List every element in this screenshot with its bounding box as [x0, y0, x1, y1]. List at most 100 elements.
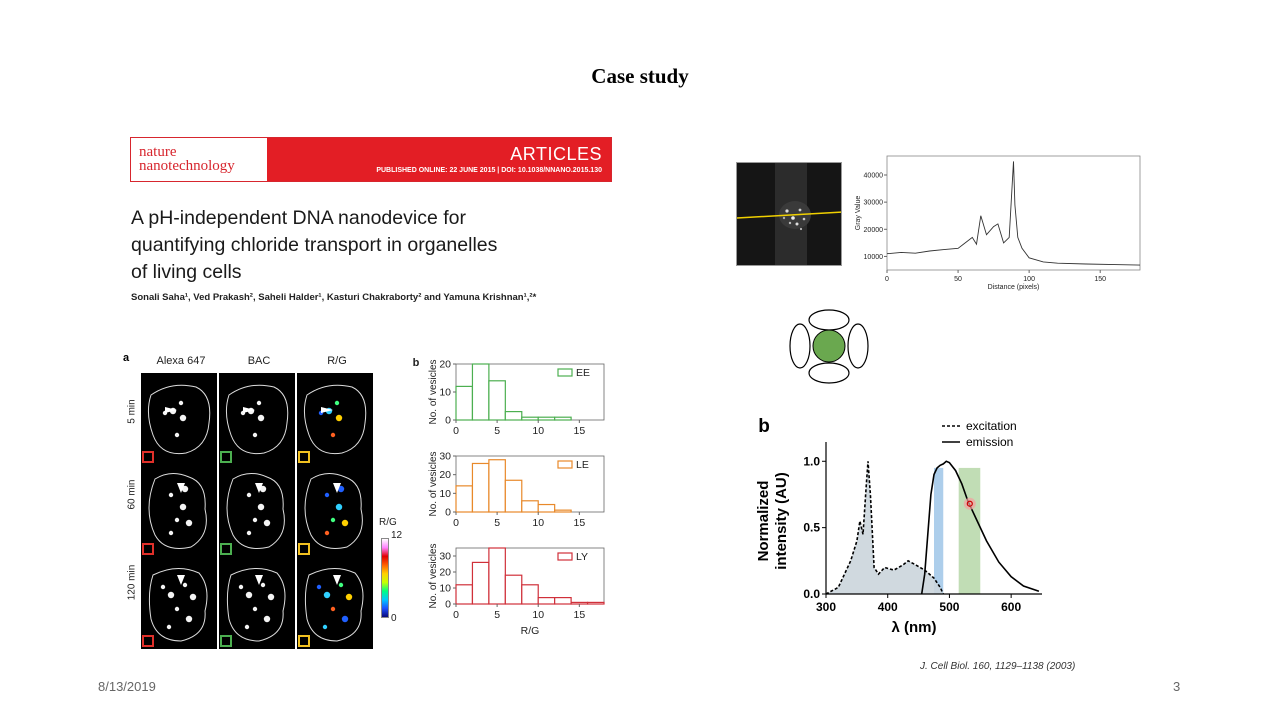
- vesicle-spot: [181, 485, 189, 493]
- x-tick-label: 400: [878, 600, 898, 614]
- vesicle-spot: [324, 530, 330, 536]
- row-header: 120 min: [126, 564, 138, 601]
- cell-outline: [148, 568, 208, 642]
- publication-info: PUBLISHED ONLINE: 22 JUNE 2015 | DOI: 10…: [376, 167, 602, 174]
- histogram-bar: [455, 584, 474, 605]
- micrograph-svg: [147, 384, 211, 455]
- vesicle-spot: [185, 519, 193, 527]
- vesicle-spot: [179, 503, 187, 511]
- x-tick-label: 5: [494, 425, 500, 437]
- y-axis-label: No. of vesicles: [428, 451, 439, 516]
- micrograph-svg: [304, 473, 363, 549]
- y-tick-label: 0.0: [803, 587, 820, 601]
- vesicle-spot: [160, 584, 166, 590]
- histogram-bar: [471, 363, 490, 421]
- histogram-bar: [504, 410, 523, 421]
- center-circle: [812, 329, 846, 363]
- y-tick-label: 20: [439, 567, 451, 579]
- histogram-bar: [455, 385, 474, 421]
- micrograph-cell: [141, 465, 217, 557]
- y-tick-label: 0.5: [803, 521, 820, 535]
- figure-b-histograms: 0 10 20 0 5 10 15 No. of vesicles EE 0 10 20 30 0 5 10 1…: [410, 352, 610, 652]
- zoom-inset: [298, 543, 310, 555]
- micrograph-cell: [297, 465, 373, 557]
- colorbar: [381, 538, 389, 618]
- histogram-bar: [521, 584, 539, 605]
- y-tick-label: 20: [439, 469, 451, 481]
- arrowhead-marker: [165, 407, 177, 413]
- zoom-inset: [142, 451, 154, 463]
- legend-swatch: [557, 368, 573, 377]
- micrograph-cell: [219, 465, 295, 557]
- column-header: Alexa 647: [156, 355, 206, 367]
- vesicle-spot: [338, 582, 344, 588]
- slide-title: Case study: [591, 64, 689, 88]
- left-lobe: [789, 323, 811, 369]
- vesicle-spot: [174, 432, 180, 438]
- micrograph-svg: [148, 473, 207, 549]
- histogram-bar: [554, 597, 572, 605]
- vesicle-spot: [168, 492, 174, 498]
- histogram-bar: [570, 601, 589, 605]
- histogram-bar: [504, 574, 523, 605]
- legend-swatch: [557, 552, 573, 561]
- vesicle-spot: [341, 519, 349, 527]
- legend-label: EE: [576, 367, 590, 379]
- vesicle-spot: [330, 432, 336, 438]
- x-tick-label: 15: [573, 609, 585, 621]
- histogram-panel: 0 10 20 30 0 5 10 15 No. of vesicles LY R/G: [428, 543, 605, 637]
- x-tick-label: 10: [532, 425, 544, 437]
- zoom-inset: [142, 543, 154, 555]
- journal-name-line2: nanotechnology: [139, 158, 235, 174]
- vesicle-spot: [238, 584, 244, 590]
- histogram-bar: [537, 597, 556, 605]
- y-tick-label: 30: [439, 451, 451, 463]
- zoom-inset: [220, 451, 232, 463]
- schematic-diagram: [788, 306, 870, 386]
- paper-title-line: quantifying chloride transport in organe…: [131, 234, 498, 256]
- histogram-panel: 0 10 20 0 5 10 15 No. of vesicles EE: [428, 359, 605, 437]
- vesicle-spot: [345, 593, 353, 601]
- cell-outline: [304, 473, 363, 549]
- micrograph-svg: [304, 568, 364, 642]
- emission-curve: [920, 460, 1040, 595]
- legend-label: LE: [576, 459, 589, 471]
- arrowhead-marker: [243, 407, 255, 413]
- legend-label: LY: [576, 551, 588, 563]
- journal-banner: nature nanotechnology ARTICLES PUBLISHED…: [130, 137, 612, 182]
- vesicle-spot: [179, 414, 187, 422]
- row-header: 60 min: [126, 479, 138, 510]
- top-lobe: [808, 309, 850, 331]
- scan-line: [737, 211, 841, 219]
- spectrum-chart: 0.0 0.5 1.0 300 400 500 600 Normalized intensity…: [755, 416, 1042, 636]
- arrowhead-marker: [333, 575, 341, 585]
- row-header: 5 min: [126, 399, 138, 424]
- y-axis-label: Gray Value: [855, 196, 862, 231]
- cell-outline: [303, 384, 367, 455]
- cell-outline: [148, 473, 207, 549]
- cell-outline: [225, 384, 289, 455]
- x-tick-label: 0: [885, 276, 889, 283]
- paper-title: A pH-independent DNA nanodevice for quan…: [131, 205, 611, 286]
- bottom-lobe: [808, 362, 850, 384]
- page-number: 3: [1173, 679, 1181, 694]
- y-tick-label: 1.0: [803, 454, 820, 468]
- vesicle-spot: [246, 530, 252, 536]
- histogram-bar: [455, 485, 474, 513]
- filter-band: [934, 467, 944, 594]
- micrograph-svg: [148, 568, 208, 642]
- citation: J. Cell Biol. 160, 1129–1138 (2003): [920, 661, 1076, 672]
- arrowhead-marker: [333, 483, 341, 493]
- vesicle-spot: [174, 517, 180, 523]
- micrograph-svg: [225, 384, 289, 455]
- histogram-bar: [537, 503, 556, 513]
- zoom-inset: [220, 543, 232, 555]
- vesicle-spot: [182, 582, 188, 588]
- micrograph-svg: [303, 384, 367, 455]
- zoom-inset: [142, 635, 154, 647]
- micrograph-line-scan: [736, 162, 842, 266]
- zoom-inset: [220, 635, 232, 647]
- micrograph-cell: [219, 557, 295, 649]
- histogram-bar: [554, 416, 572, 421]
- y-tick-label: 40000: [864, 173, 884, 180]
